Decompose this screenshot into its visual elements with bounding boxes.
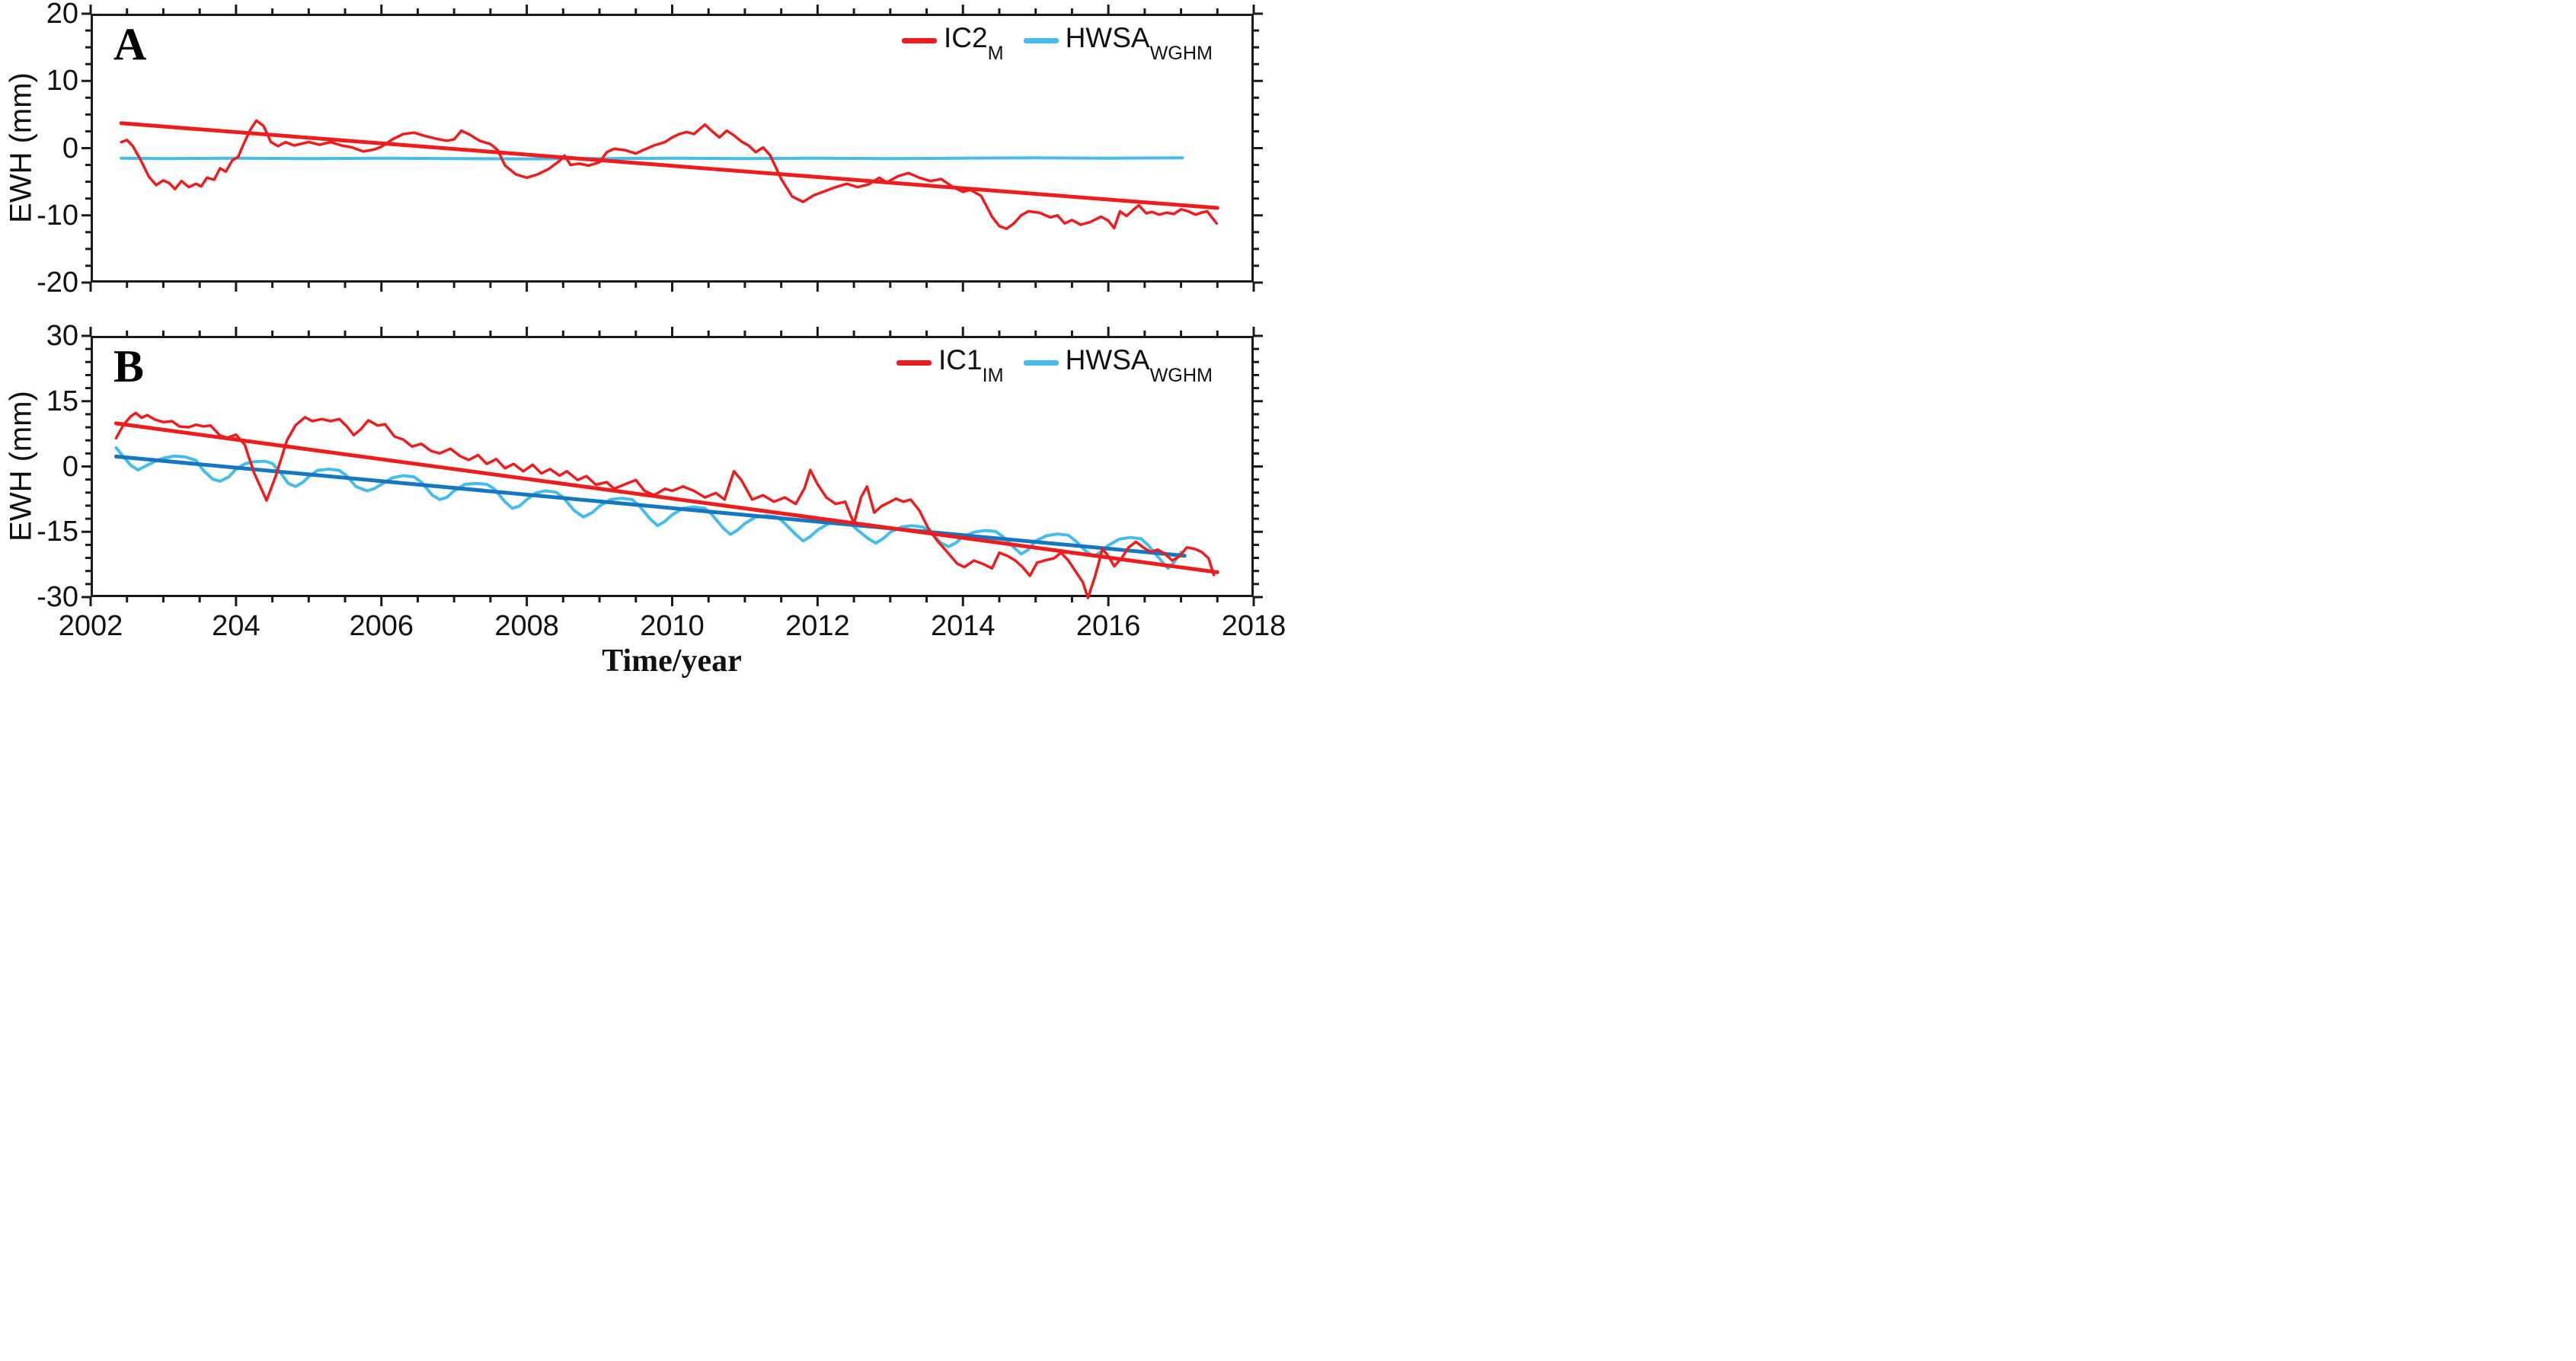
y-tick-label: -30 [37,581,78,613]
panel-a-letter: A [113,19,147,69]
x-tick-label: 204 [212,610,260,642]
y-tick-label: -20 [37,267,78,299]
y-tick-label: 0 [62,132,78,165]
x-axis-label: Time/year [602,644,742,679]
y-tick-label: 20 [46,0,78,30]
x-tick-label: 2008 [494,610,559,642]
x-tick-label: 2016 [1075,610,1141,642]
legend-item-hwsa-a: HWSAWGHM [1023,22,1213,65]
legend-item-ic2m: IC2M [902,22,1004,65]
x-tick-label: 2006 [349,610,414,642]
y-axis-label-b: EWH (mm) [4,391,38,542]
series-hwsa_wghm_trend [113,454,1187,558]
legend-label-hwsa-b: HWSAWGHM [1065,344,1213,387]
series-ic2_m_trend [119,121,1219,210]
series-ic1_im_trend [113,421,1219,574]
plot-area-b [81,327,1263,606]
y-tick-label: 15 [46,385,78,417]
legend-b: IC1IM HWSAWGHM [896,344,1213,387]
x-tick-label: 2014 [930,610,996,642]
figure: A IC2M HWSAWGHM 20 10 0 -10 -20 B IC1IM HWSA… [0,0,1288,681]
panel-a: A IC2M HWSAWGHM 20 10 0 -10 -20 [37,0,1263,299]
series-ic1_im [114,411,1216,599]
y-tick-label: 0 [62,450,78,483]
y-tick-label: -10 [37,199,78,232]
y-axis-label-a: EWH (mm) [4,72,38,223]
legend-swatch-hwsa-a [1023,37,1059,43]
x-tick-label: 2012 [785,610,850,642]
legend-swatch-ic1im [896,359,932,366]
legend-swatch-hwsa-b [1023,359,1059,366]
legend-a: IC2M HWSAWGHM [902,22,1213,65]
legend-swatch-ic2m [902,37,938,43]
legend-item-hwsa-b: HWSAWGHM [1023,344,1213,387]
legend-item-ic1im: IC1IM [896,344,1004,387]
x-tick-label: 2010 [640,610,705,642]
legend-label-ic2m: IC2M [944,22,1004,65]
y-tick-label: 30 [46,320,78,352]
series-hwsa_wghm [114,446,1183,570]
series-ic2_m [120,119,1219,231]
y-tick-label: 10 [46,65,78,97]
legend-label-ic1im: IC1IM [938,344,1004,387]
panel-b: B IC1IM HWSAWGHM 30 15 0 -15 -30 2002 204 2006 2… [37,320,1286,642]
y-tick-label: -15 [37,516,78,548]
legend-label-hwsa-a: HWSAWGHM [1065,22,1213,65]
x-tick-label: 2002 [58,610,123,642]
x-tick-label: 2018 [1221,610,1286,642]
panel-b-letter: B [113,341,145,391]
plot-area-a [81,5,1263,292]
